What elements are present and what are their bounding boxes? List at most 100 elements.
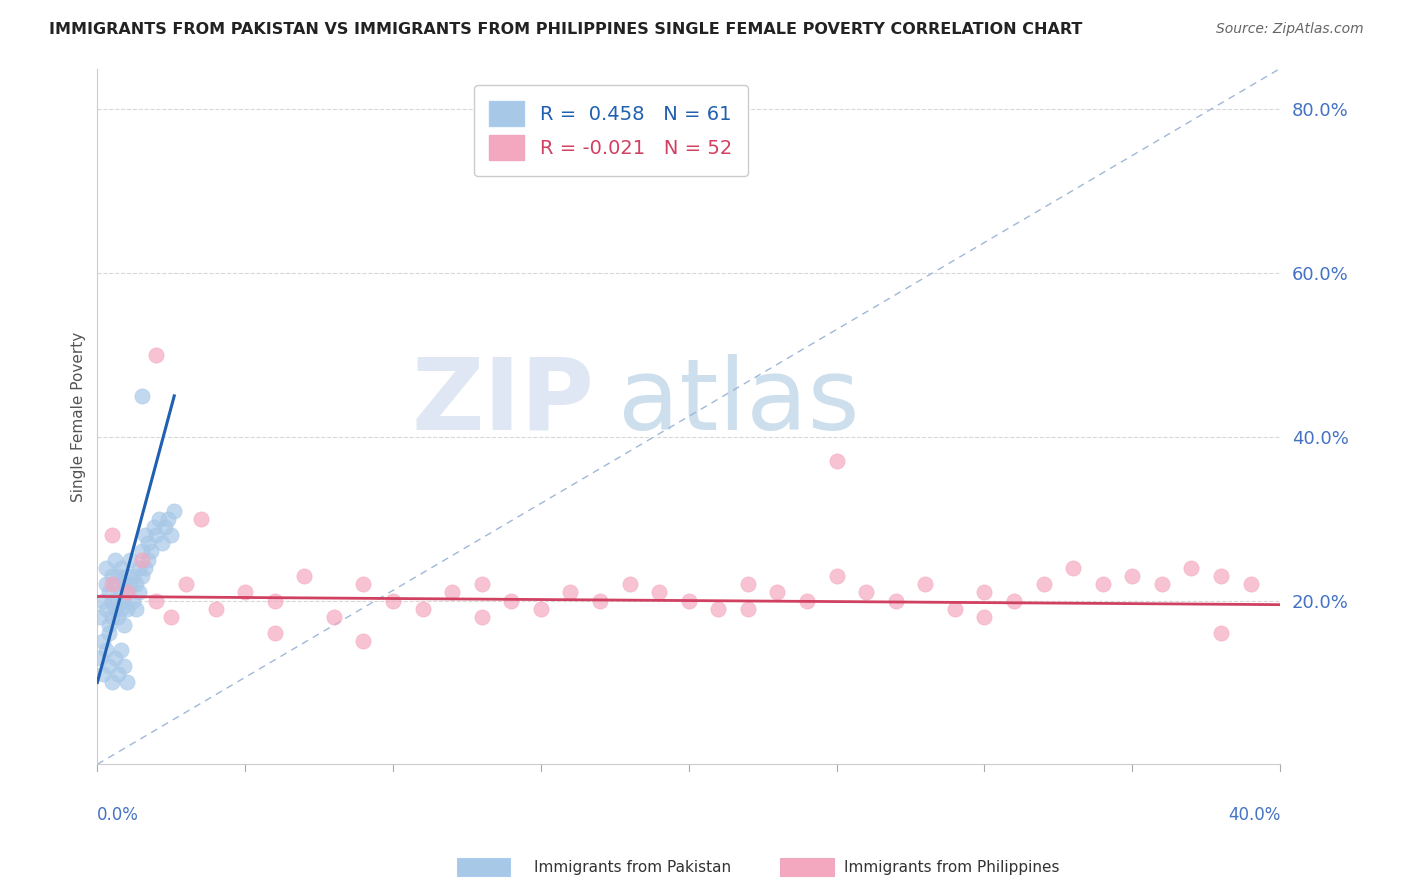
Point (91, 593, 114, 607)
Point (233, 585, 256, 599)
Point (107, 667, 129, 681)
Point (382, 593, 405, 607)
Point (115, 601, 138, 615)
Point (155, 520, 177, 534)
Point (118, 577, 141, 591)
Point (118, 552, 141, 566)
Point (107, 569, 129, 583)
Point (98, 618, 121, 632)
Point (619, 577, 641, 591)
Point (322, 610, 344, 624)
Point (263, 626, 285, 640)
Point (96, 601, 118, 615)
Point (104, 651, 127, 665)
Point (1091, 577, 1114, 591)
Text: Immigrants from Pakistan: Immigrants from Pakistan (534, 860, 731, 874)
Point (89, 651, 111, 665)
Point (96, 577, 118, 591)
Point (825, 454, 848, 468)
Text: 40.0%: 40.0% (1227, 806, 1279, 824)
Point (131, 569, 153, 583)
Point (125, 601, 148, 615)
Point (471, 577, 494, 591)
Point (131, 544, 153, 558)
Point (1062, 561, 1084, 575)
Point (112, 593, 135, 607)
Point (1150, 577, 1173, 591)
Point (973, 610, 995, 624)
Text: 0.0%: 0.0% (97, 806, 139, 824)
Point (157, 512, 180, 526)
Point (121, 569, 143, 583)
Point (101, 528, 124, 542)
Point (1121, 569, 1143, 583)
Point (707, 601, 730, 615)
Point (96, 561, 118, 575)
Point (110, 601, 132, 615)
Point (142, 520, 165, 534)
Point (501, 593, 523, 607)
Point (115, 585, 138, 599)
Text: IMMIGRANTS FROM PAKISTAN VS IMMIGRANTS FROM PHILIPPINES SINGLE FEMALE POVERTY CO: IMMIGRANTS FROM PAKISTAN VS IMMIGRANTS F… (49, 22, 1083, 37)
Point (110, 585, 132, 599)
Point (1002, 593, 1025, 607)
Point (91, 634, 114, 648)
Point (101, 593, 124, 607)
Point (148, 512, 170, 526)
Point (110, 561, 132, 575)
Point (884, 593, 907, 607)
Point (131, 552, 153, 566)
Point (190, 512, 212, 526)
Point (530, 601, 553, 615)
Point (128, 585, 150, 599)
Point (796, 593, 818, 607)
Point (560, 585, 582, 599)
Point (139, 544, 162, 558)
Point (174, 577, 197, 591)
Point (163, 503, 186, 517)
Text: Source: ZipAtlas.com: Source: ZipAtlas.com (1216, 22, 1364, 37)
Point (136, 552, 159, 566)
Point (737, 601, 759, 615)
Point (204, 601, 226, 615)
Point (825, 569, 848, 583)
Point (1209, 569, 1232, 583)
Text: atlas: atlas (617, 354, 859, 451)
Point (115, 585, 138, 599)
Y-axis label: Single Female Poverty: Single Female Poverty (72, 331, 86, 501)
Point (441, 585, 464, 599)
Point (98, 585, 121, 599)
Point (589, 593, 612, 607)
Point (145, 528, 167, 542)
Point (125, 577, 148, 591)
Point (648, 585, 671, 599)
Point (152, 536, 174, 550)
Point (1239, 577, 1261, 591)
Point (107, 593, 129, 607)
Text: ZIP: ZIP (411, 354, 595, 451)
Point (737, 577, 759, 591)
Point (1032, 577, 1054, 591)
Point (160, 528, 183, 542)
Point (115, 569, 138, 583)
Point (104, 601, 127, 615)
Point (107, 610, 129, 624)
Point (104, 577, 127, 591)
Point (101, 675, 124, 690)
Point (101, 569, 124, 583)
Point (98, 659, 121, 673)
Point (131, 389, 153, 403)
Point (136, 536, 159, 550)
Point (412, 601, 434, 615)
Point (128, 561, 150, 575)
Point (112, 618, 135, 632)
Point (353, 577, 375, 591)
Point (98, 626, 121, 640)
Point (121, 593, 143, 607)
Point (145, 348, 167, 362)
Point (292, 569, 315, 583)
Point (110, 642, 132, 657)
Text: Immigrants from Philippines: Immigrants from Philippines (844, 860, 1059, 874)
Point (353, 634, 375, 648)
Point (914, 577, 936, 591)
